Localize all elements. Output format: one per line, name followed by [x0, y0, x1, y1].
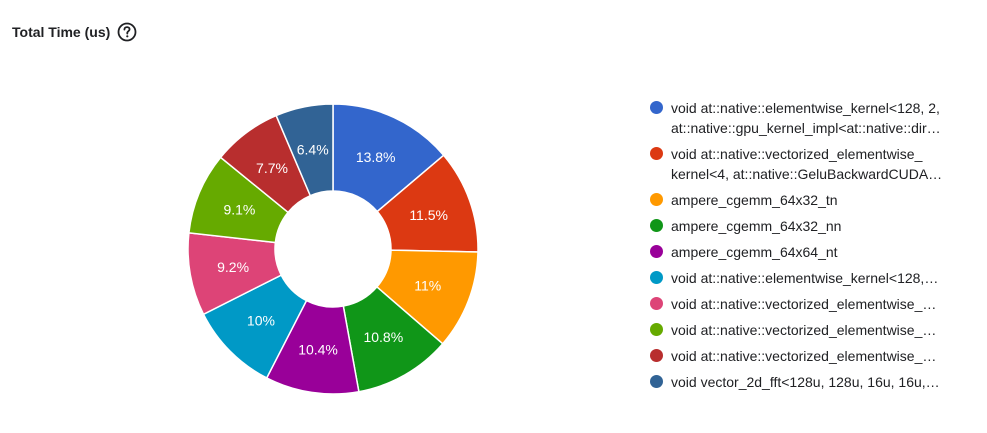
legend-label-line: void at::native::vectorized_elementwise_…	[671, 322, 937, 338]
legend-swatch	[650, 271, 663, 284]
legend-label-line: void at::native::vectorized_elementwise_	[671, 146, 923, 162]
legend-item-7[interactable]: void at::native::vectorized_elementwise_…	[650, 294, 984, 314]
legend-swatch	[650, 219, 663, 232]
legend-item-8[interactable]: void at::native::vectorized_elementwise_…	[650, 320, 984, 340]
legend-label-line: ampere_cgemm_64x32_tn	[671, 192, 838, 208]
legend-label-line: ampere_cgemm_64x32_nn	[671, 218, 842, 234]
slice-label-9: 7.7%	[256, 160, 288, 176]
legend-swatch	[650, 323, 663, 336]
slice-label-6: 10%	[247, 312, 275, 328]
legend-label-line: void at::native::elementwise_kernel<128,…	[671, 270, 939, 286]
slice-label-8: 9.1%	[223, 202, 255, 218]
legend-label-line: at::native::gpu_kernel_impl<at::native::…	[671, 120, 941, 136]
legend-label: void at::native::vectorized_elementwise_…	[671, 320, 936, 340]
chart-legend: void at::native::elementwise_kernel<128,…	[650, 98, 984, 398]
legend-swatch	[650, 349, 663, 362]
legend-label: void at::native::elementwise_kernel<128,…	[671, 268, 938, 288]
legend-swatch	[650, 147, 663, 160]
legend-label-line: void at::native::vectorized_elementwise_…	[671, 296, 937, 312]
legend-label-line: kernel<4, at::native::GeluBackwardCUDA…	[671, 166, 943, 182]
slice-label-5: 10.4%	[298, 341, 338, 357]
slice-label-10: 6.4%	[297, 142, 329, 158]
legend-label: void at::native::vectorized_elementwise_…	[671, 294, 936, 314]
legend-item-10[interactable]: void vector_2d_fft<128u, 128u, 16u, 16u,…	[650, 372, 984, 392]
legend-label: ampere_cgemm_64x32_nn	[671, 216, 841, 236]
slice-label-7: 9.2%	[217, 259, 249, 275]
chart-header: Total Time (us)	[12, 22, 137, 42]
legend-label: ampere_cgemm_64x32_tn	[671, 190, 838, 210]
help-circle-icon[interactable]	[117, 22, 137, 42]
legend-item-3[interactable]: ampere_cgemm_64x32_tn	[650, 190, 984, 210]
legend-item-4[interactable]: ampere_cgemm_64x32_nn	[650, 216, 984, 236]
legend-label-line: void at::native::vectorized_elementwise_…	[671, 348, 937, 364]
legend-label: void at::native::vectorized_elementwise_…	[671, 346, 936, 366]
legend-label: ampere_cgemm_64x64_nt	[671, 242, 838, 262]
legend-swatch	[650, 297, 663, 310]
chart-title: Total Time (us)	[12, 24, 111, 40]
legend-label-line: ampere_cgemm_64x64_nt	[671, 244, 838, 260]
slice-label-2: 11.5%	[409, 207, 448, 223]
slice-label-4: 10.8%	[363, 329, 403, 345]
slice-label-3: 11%	[414, 277, 441, 293]
legend-item-1[interactable]: void at::native::elementwise_kernel<128,…	[650, 98, 984, 138]
legend-item-2[interactable]: void at::native::vectorized_elementwise_…	[650, 144, 984, 184]
legend-label: void at::native::vectorized_elementwise_…	[671, 144, 942, 184]
legend-label-line: void at::native::elementwise_kernel<128,…	[671, 100, 940, 116]
legend-item-5[interactable]: ampere_cgemm_64x64_nt	[650, 242, 984, 262]
legend-swatch	[650, 193, 663, 206]
legend-swatch	[650, 375, 663, 388]
legend-label: void vector_2d_fft<128u, 128u, 16u, 16u,…	[671, 372, 940, 392]
legend-swatch	[650, 245, 663, 258]
legend-label-line: void vector_2d_fft<128u, 128u, 16u, 16u,…	[671, 374, 940, 390]
pie-slice-10[interactable]	[275, 103, 334, 197]
legend-label: void at::native::elementwise_kernel<128,…	[671, 98, 941, 138]
slice-label-1: 13.8%	[356, 149, 396, 165]
legend-item-9[interactable]: void at::native::vectorized_elementwise_…	[650, 346, 984, 366]
legend-item-6[interactable]: void at::native::elementwise_kernel<128,…	[650, 268, 984, 288]
legend-swatch	[650, 101, 663, 114]
pie-slice-1[interactable]	[332, 103, 445, 213]
